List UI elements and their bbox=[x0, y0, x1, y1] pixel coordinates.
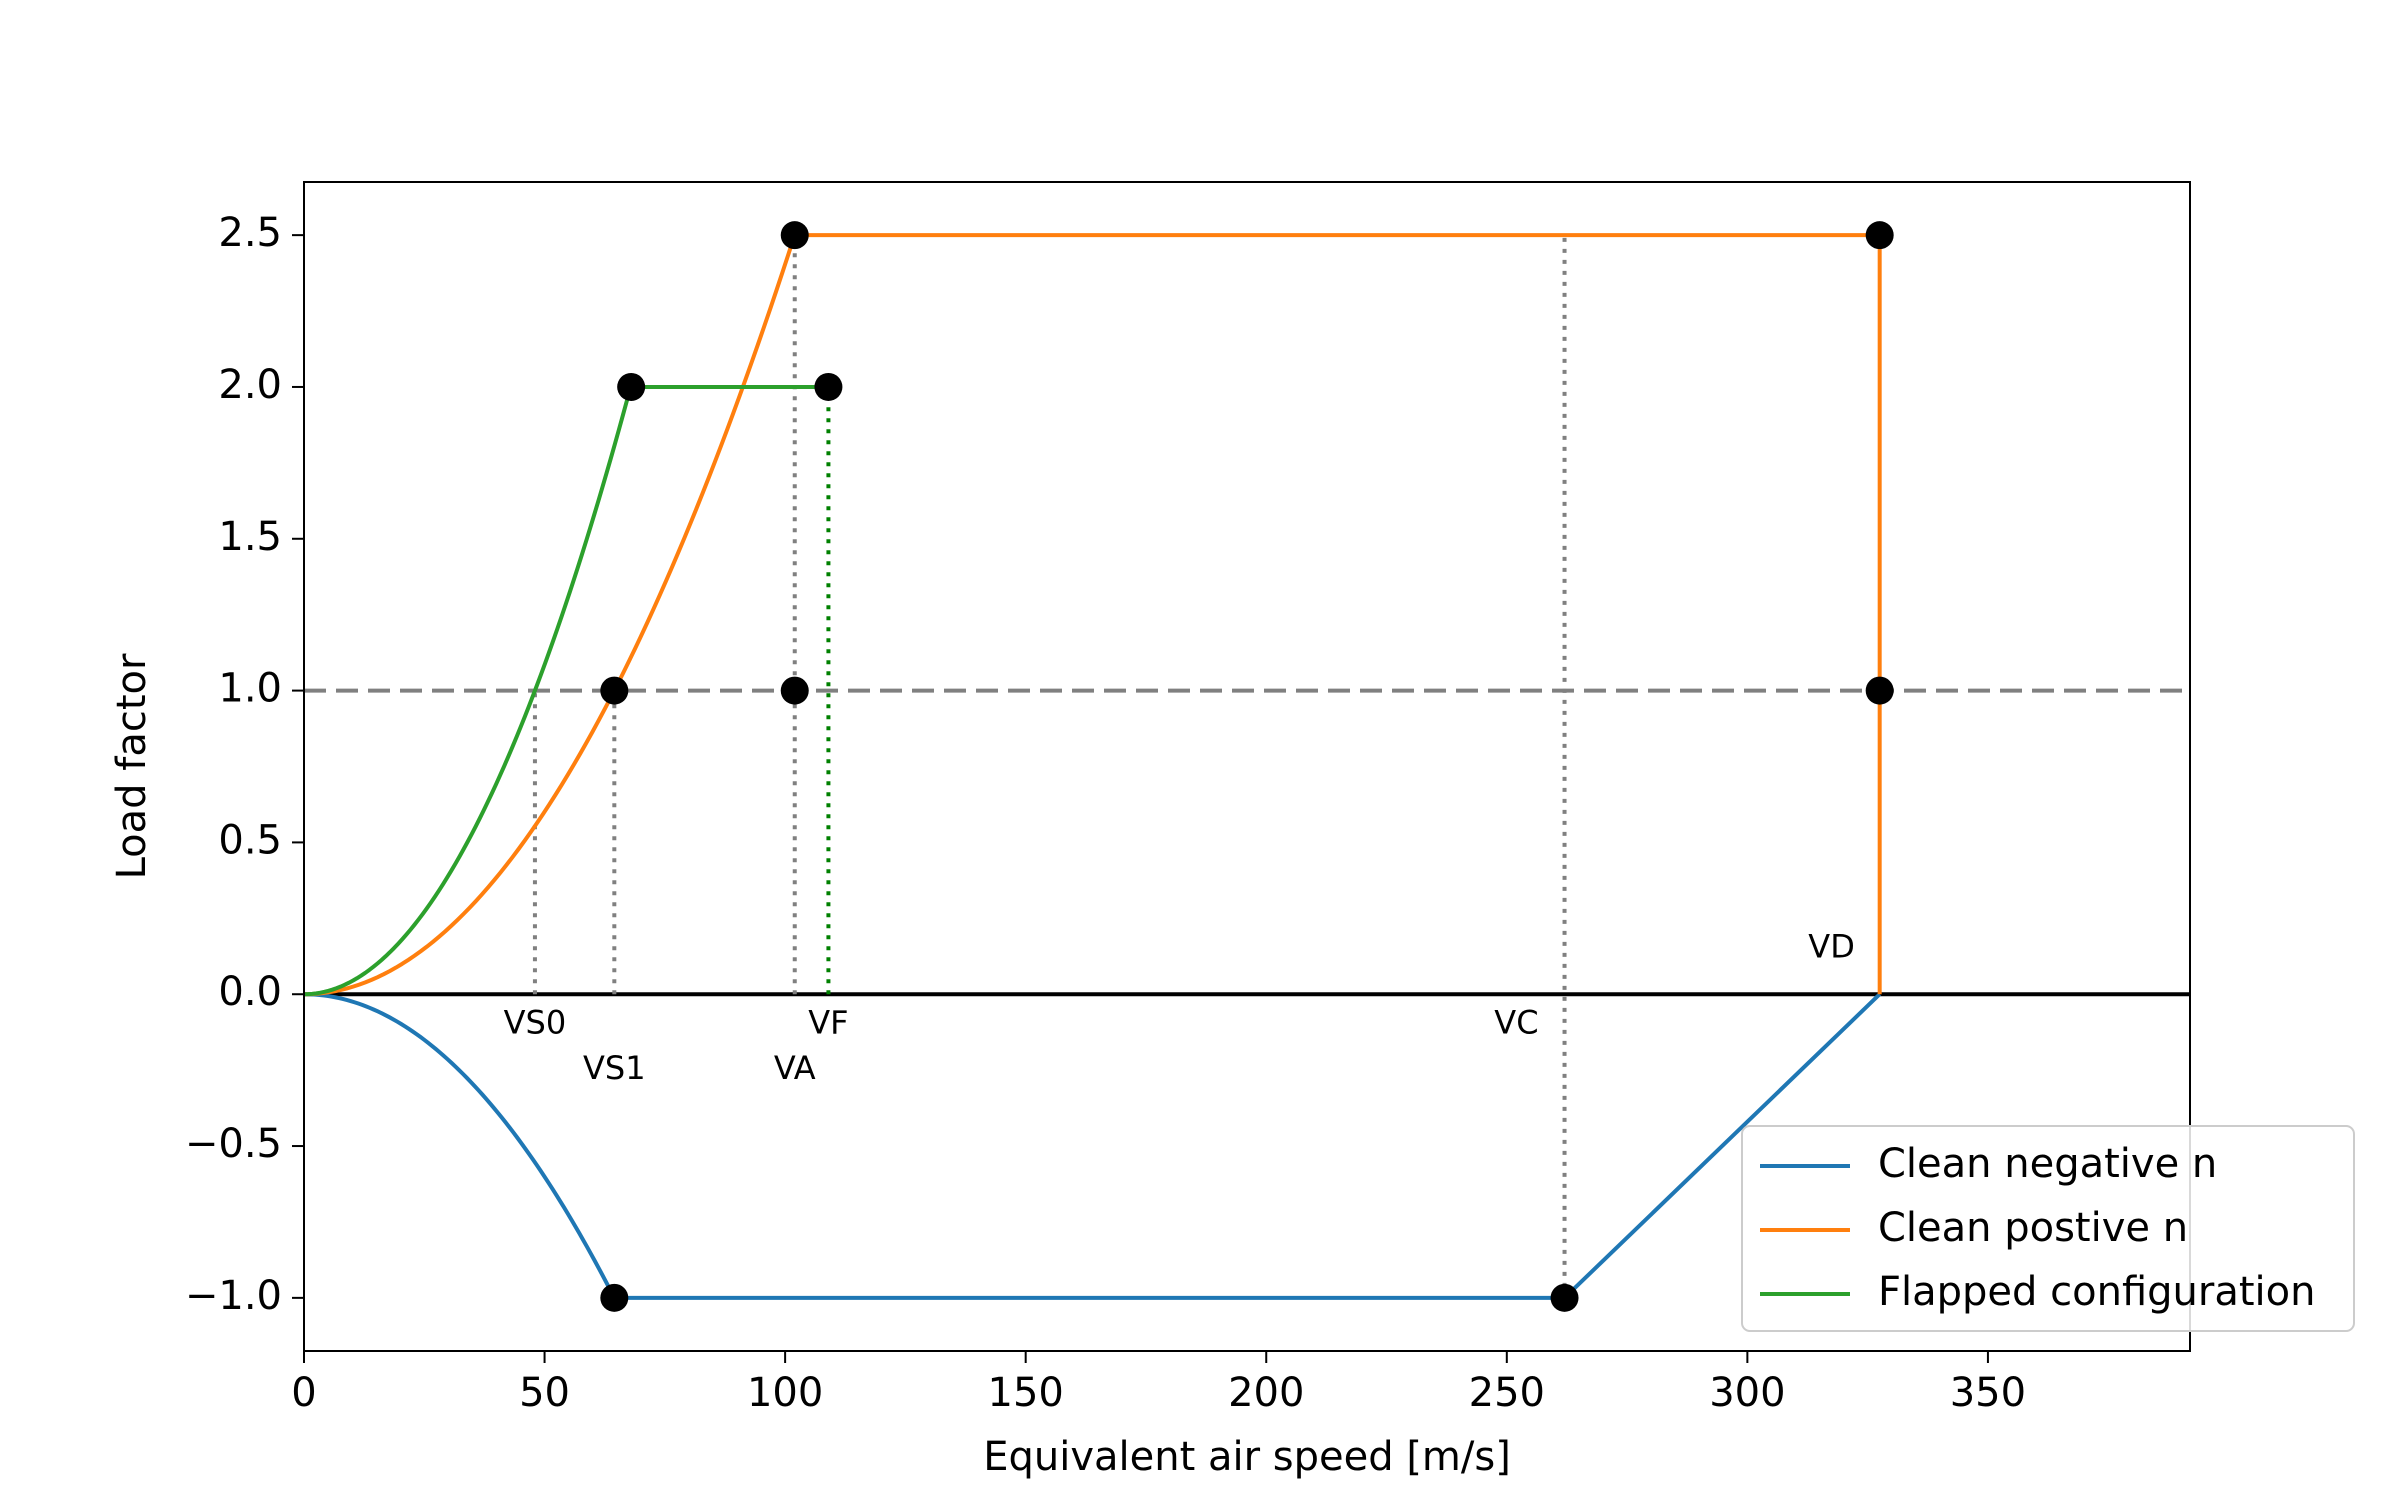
x-tick-label: 50 bbox=[519, 1370, 570, 1416]
marker-point-4 bbox=[600, 676, 629, 705]
speed-annotation: VD bbox=[1808, 928, 1855, 966]
y-tick-label: 2.0 bbox=[218, 362, 282, 408]
speed-annotation: VS0 bbox=[504, 1004, 567, 1042]
x-tick-label: 0 bbox=[291, 1370, 316, 1416]
x-tick-label: 100 bbox=[747, 1370, 823, 1416]
marker-point-7 bbox=[600, 1283, 629, 1312]
x-axis-label: Equivalent air speed [m/s] bbox=[983, 1434, 1511, 1480]
speed-annotation: VA bbox=[774, 1049, 816, 1087]
x-tick-label: 200 bbox=[1228, 1370, 1304, 1416]
speed-annotation: VF bbox=[808, 1004, 848, 1042]
marker-point-3 bbox=[814, 372, 843, 401]
speed-annotation: VS1 bbox=[583, 1049, 646, 1087]
axis-ticks: 0 50 100 150 200 250 300 350 −1.0 −0.5 0.0 0.5 1.0 1.… bbox=[185, 210, 2026, 1416]
legend: Clean negative n Clean postive n Flapped c… bbox=[1741, 1125, 2355, 1332]
legend-box bbox=[1741, 1125, 2355, 1332]
speed-annotation: VC bbox=[1494, 1004, 1538, 1042]
legend-label: Clean negative n bbox=[1878, 1141, 2217, 1187]
y-axis-label: Load factor bbox=[109, 653, 155, 879]
legend-label: Clean postive n bbox=[1878, 1205, 2188, 1251]
y-tick-label: 1.5 bbox=[218, 514, 282, 560]
plot-area: VS0 VS1 VA VF VC VD bbox=[303, 221, 2190, 1312]
x-tick-label: 150 bbox=[988, 1370, 1064, 1416]
y-tick-label: 0.5 bbox=[218, 817, 282, 863]
axes-frame bbox=[303, 181, 2191, 1352]
marker-point-0 bbox=[780, 221, 809, 250]
marker-point-2 bbox=[617, 372, 646, 401]
y-tick-label: −0.5 bbox=[185, 1121, 282, 1167]
legend-label: Flapped configuration bbox=[1878, 1269, 2315, 1315]
marker-point-1 bbox=[1865, 221, 1894, 250]
series-line-1 bbox=[303, 232, 1882, 997]
series-line-0 bbox=[303, 992, 1882, 1300]
x-tick-label: 250 bbox=[1469, 1370, 1545, 1416]
y-tick-label: 0.0 bbox=[218, 969, 282, 1015]
marker-point-8 bbox=[1550, 1283, 1579, 1312]
y-tick-label: 2.5 bbox=[218, 210, 282, 256]
series-line-2 bbox=[303, 382, 829, 997]
marker-point-5 bbox=[780, 676, 809, 705]
marker-point-6 bbox=[1865, 676, 1894, 705]
x-tick-label: 350 bbox=[1950, 1370, 2026, 1416]
x-tick-label: 300 bbox=[1709, 1370, 1785, 1416]
y-tick-label: −1.0 bbox=[185, 1273, 282, 1319]
y-tick-label: 1.0 bbox=[218, 666, 282, 712]
